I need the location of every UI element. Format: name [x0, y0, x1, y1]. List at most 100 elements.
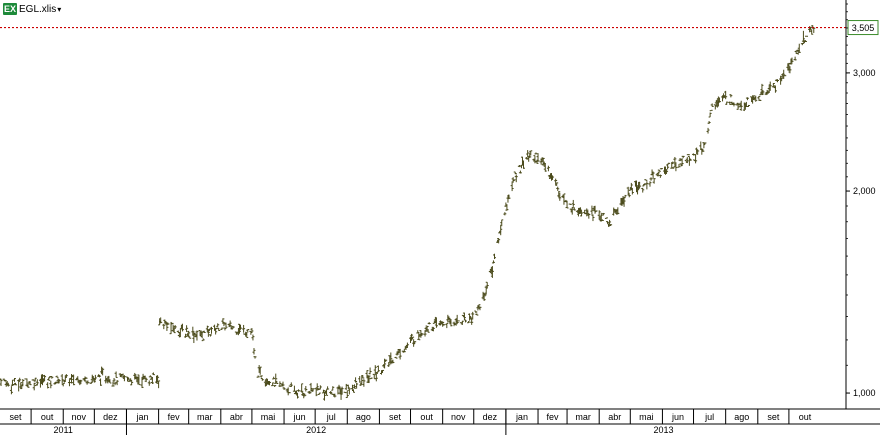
ohlc-bar [710, 103, 714, 107]
month-label: abr [608, 412, 621, 422]
ohlc-bar [200, 331, 204, 339]
ohlc-bar [17, 379, 21, 392]
ohlc-bar [757, 95, 761, 100]
file-name[interactable]: EGL.xlis [19, 3, 57, 15]
ohlc-bar [431, 326, 435, 332]
ohlc-bar [810, 29, 814, 35]
ohlc-bar [551, 175, 555, 180]
ohlc-bar [317, 392, 321, 395]
ohlc-bar [557, 191, 561, 198]
ohlc-bar [369, 377, 373, 380]
ohlc-bar [717, 97, 721, 103]
month-label: mar [575, 412, 591, 422]
ohlc-bar [648, 181, 652, 187]
ohlc-bar [630, 187, 634, 195]
ohlc-bar [507, 195, 511, 200]
ohlc-bar [492, 253, 496, 260]
ohlc-bar [685, 157, 689, 164]
ohlc-bar [801, 30, 805, 43]
ohlc-bar [70, 374, 74, 384]
y-axis: 1,000 2,000 3,000 [845, 0, 876, 409]
ohlc-bar [316, 388, 320, 391]
ohlc-bar [340, 386, 344, 395]
ohlc-bar [309, 382, 313, 391]
ohlc-bar [505, 204, 509, 211]
month-label: ago [356, 412, 371, 422]
ohlc-bar [474, 310, 478, 314]
ohlc-bar [536, 153, 540, 162]
ohlc-bar [101, 367, 105, 376]
ohlc-bar [374, 372, 378, 382]
ohlc-bar [86, 382, 90, 384]
ohlc-bar [779, 75, 783, 85]
ohlc-bar [220, 327, 224, 330]
ohlc-bar [281, 381, 285, 387]
ohlc-bar [214, 328, 218, 335]
ohlc-bar [623, 194, 627, 199]
ohlc-bar [460, 320, 464, 325]
ohlc-bar [343, 391, 347, 394]
ohlc-bar [423, 330, 427, 337]
ohlc-bar [114, 371, 118, 378]
ohlc-bar [554, 178, 558, 185]
ohlc-bar [708, 112, 712, 118]
ohlc-bar [130, 380, 134, 386]
ohlc-bar [18, 377, 22, 382]
y-tick-label: 3,000 [853, 68, 876, 78]
year-label: 2011 [54, 425, 73, 435]
ohlc-bar [273, 385, 277, 388]
ohlc-bar [367, 375, 371, 384]
ohlc-bar [467, 321, 471, 324]
ohlc-bar [111, 381, 115, 387]
ohlc-bar [696, 150, 700, 155]
ohlc-bar [491, 260, 495, 264]
ohlc-bar [297, 389, 301, 392]
title-bar[interactable]: EX EGL.xlis ▾ [3, 2, 61, 16]
ohlc-bar [326, 386, 330, 390]
ohlc-bar [259, 375, 263, 378]
ohlc-bar [627, 194, 631, 198]
month-label: out [41, 412, 54, 422]
month-label: jul [704, 412, 714, 422]
ohlc-bar [113, 382, 117, 386]
ohlc-bar [263, 379, 267, 387]
ohlc-bar [381, 369, 385, 373]
ohlc-bar [478, 306, 482, 311]
ohlc-bar [112, 378, 116, 382]
chevron-down-icon[interactable]: ▾ [57, 4, 62, 14]
ohlc-bar [571, 199, 575, 207]
ohlc-bar [597, 210, 601, 219]
ohlc-bar [678, 158, 682, 162]
ohlc-bar [512, 179, 516, 181]
ohlc-bar [681, 155, 685, 159]
ohlc-bar [556, 186, 560, 191]
ohlc-bar [760, 83, 764, 96]
ohlc-bar [72, 374, 76, 386]
ohlc-bar [565, 200, 569, 209]
ohlc-bar [91, 376, 95, 381]
ohlc-bar [256, 375, 260, 378]
ohlc-bar [137, 374, 141, 386]
ohlc-bar [46, 382, 50, 389]
ohlc-bar [180, 323, 184, 332]
ohlc-bar [499, 224, 503, 236]
ohlc-bar [376, 365, 380, 372]
month-label: ago [734, 412, 749, 422]
month-label: set [10, 412, 23, 422]
ohlc-bar [649, 177, 653, 181]
ohlc-bar [120, 373, 124, 376]
ohlc-bar [151, 372, 155, 376]
ohlc-bar [797, 43, 801, 53]
ohlc-bar [14, 382, 18, 386]
price-bars [0, 25, 816, 401]
ohlc-bar [657, 169, 661, 172]
month-label: mai [261, 412, 276, 422]
ohlc-bar [773, 85, 777, 93]
ohlc-bar [411, 336, 415, 340]
month-label: mar [197, 412, 213, 422]
ohlc-bar [122, 375, 126, 382]
ohlc-bar [26, 384, 30, 388]
ohlc-bar [177, 333, 181, 338]
month-label: jun [293, 412, 306, 422]
